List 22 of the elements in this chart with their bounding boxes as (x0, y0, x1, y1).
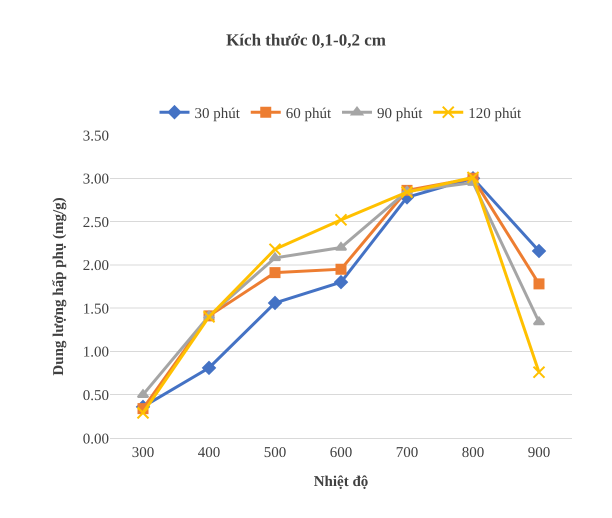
legend-label: 30 phút (194, 106, 241, 122)
y-tick-label: 1.50 (82, 301, 109, 318)
legend-label: 60 phút (286, 106, 332, 122)
y-tick-label: 0.00 (82, 431, 109, 448)
y-tick-label: 3.50 (82, 128, 109, 144)
x-tick-label: 600 (330, 445, 352, 461)
legend-label: 90 phút (377, 106, 424, 122)
chart-title: Kích thước 0,1-0,2 cm (226, 30, 386, 50)
y-axis-title: Dung lượng hấp phụ (mg/g) (51, 197, 67, 376)
y-tick-label: 2.00 (82, 258, 109, 274)
legend-label: 120 phút (468, 106, 522, 122)
x-tick-label: 700 (396, 445, 418, 461)
x-tick-label: 900 (528, 445, 550, 461)
y-tick-label: 1.00 (82, 344, 109, 361)
y-tick-label: 2.50 (82, 214, 109, 231)
x-tick-label: 300 (132, 445, 154, 461)
y-tick-label: 3.00 (82, 172, 109, 188)
x-tick-label: 800 (462, 445, 484, 461)
y-tick-label: 0.50 (82, 388, 109, 404)
x-axis-title: Nhiệt độ (314, 474, 368, 490)
x-tick-label: 400 (198, 445, 220, 461)
x-tick-label: 500 (264, 445, 286, 461)
